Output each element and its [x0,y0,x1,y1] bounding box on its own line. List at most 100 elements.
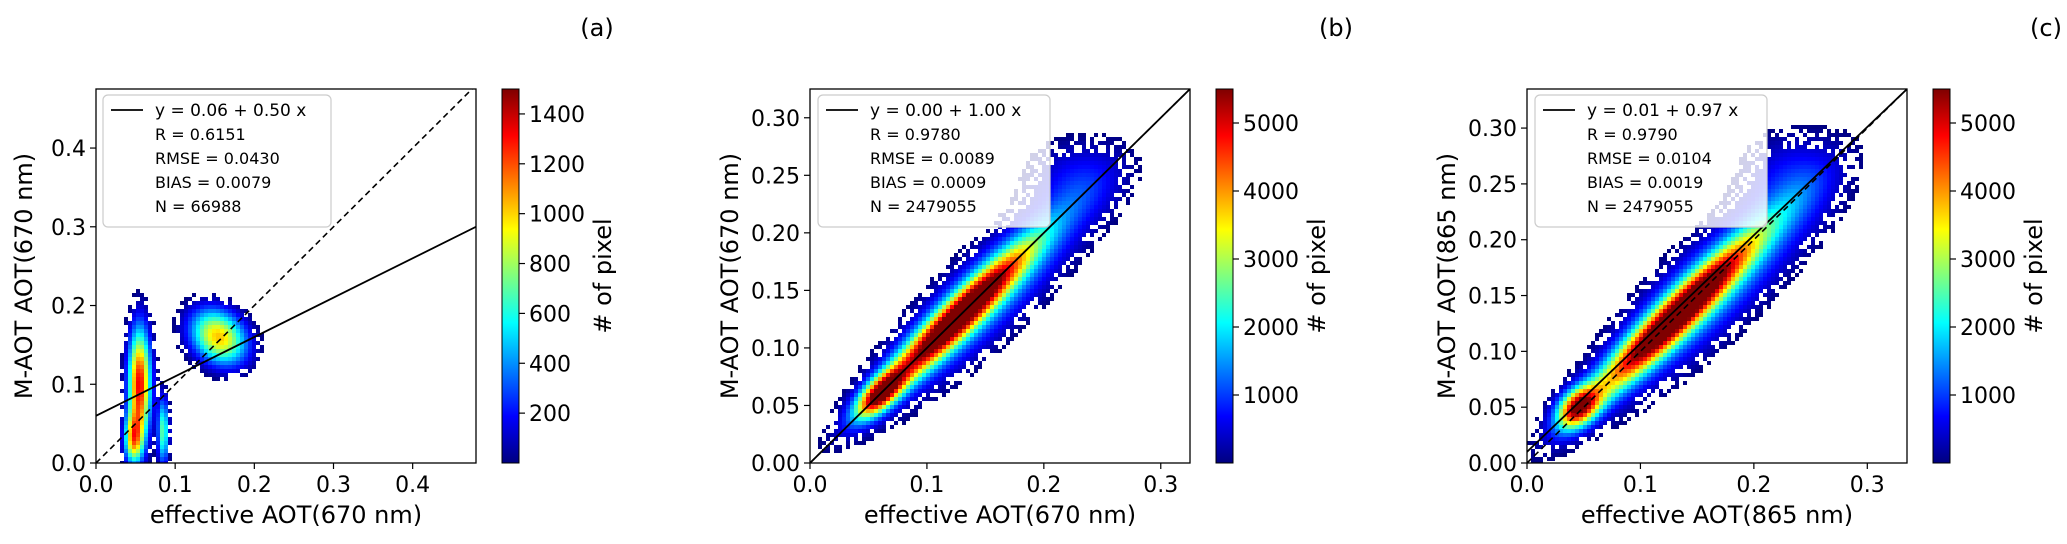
legend-fit-label: y = 0.00 + 1.00 x [870,101,1021,121]
legend-stat: R = 0.9780 [870,125,961,144]
y-tick-label: 0.25 [751,164,800,189]
x-tick-label: 0.3 [316,473,351,498]
x-axis-label: effective AOT(865 nm) [1581,501,1853,529]
y-tick-label: 0.00 [751,452,800,477]
legend-stat: BIAS = 0.0079 [155,173,271,192]
y-tick-label: 0.10 [751,337,800,362]
colorbar-tick-label: 400 [529,352,571,377]
y-tick-label: 0.4 [51,137,86,162]
legend-stat: N = 2479055 [1587,197,1694,216]
legend-box [1534,94,1768,228]
colorbar-label: # of pixel [1303,218,1331,333]
y-tick-label: 0.3 [51,216,86,241]
x-tick-label: 0.0 [1510,473,1545,498]
colorbar-tick-label: 4000 [1243,180,1299,205]
legend-stat: RMSE = 0.0104 [1587,149,1712,168]
x-axis-label: effective AOT(670 nm) [150,501,422,529]
colorbar-label: # of pixel [2020,218,2048,333]
x-tick-label: 0.2 [237,473,272,498]
x-tick-label: 0.2 [1026,473,1061,498]
legend-stat: N = 66988 [155,197,241,216]
one-to-one-line [1527,89,1907,463]
fit-line [810,89,1190,463]
colorbar-tick-label: 200 [529,402,571,427]
legend-stat: R = 0.6151 [155,125,246,144]
y-tick-label: 0.30 [1468,117,1517,142]
y-tick-label: 0.05 [1468,396,1517,421]
colorbar: 1000 2000 3000 4000 5000 # of pixel [1215,88,1331,464]
legend-stat: RMSE = 0.0089 [870,149,995,168]
x-tick-label: 0.0 [79,473,114,498]
colorbar-tick-label: 1000 [529,203,585,228]
colorbar-tick-label: 3000 [1243,248,1299,273]
y-axis-label: M-AOT AOT(865 nm) [1433,153,1461,399]
density-heatmap [120,289,264,463]
legend-box [817,94,1051,228]
y-tick-label: 0.1 [51,373,86,398]
x-tick-label: 0.4 [395,473,430,498]
plot-frame [1526,88,1908,464]
y-tick-label: 0.30 [751,107,800,132]
fit-line [1527,89,1907,453]
colorbar: 1000 2000 3000 4000 5000 # of pixel [1932,88,2048,464]
colorbar-gradient [1932,88,1951,464]
one-to-one-line [96,89,473,463]
x-tick-label: 0.3 [1850,473,1885,498]
colorbar-tick-label: 1000 [1960,384,2016,409]
panel-label: (a) [580,14,613,42]
x-tick-label: 0.1 [909,473,944,498]
y-tick-label: 0.20 [1468,229,1517,254]
legend-stat: N = 2479055 [870,197,977,216]
legend-box [102,94,332,228]
colorbar-tick-label: 1000 [1243,384,1299,409]
y-tick-label: 0.10 [1468,340,1517,365]
fit-line [96,225,476,417]
colorbar-tick-label: 1200 [529,153,585,178]
colorbar-tick-label: 3000 [1960,248,2016,273]
y-tick-label: 0.20 [751,222,800,247]
colorbar: 200 400 600 800 1000 1200 1400 # of pixel [501,88,617,464]
colorbar-label: # of pixel [589,218,617,333]
x-tick-label: 0.0 [793,473,828,498]
legend-stat: R = 0.9790 [1587,125,1678,144]
colorbar-tick-label: 1400 [529,103,585,128]
colorbar-tick-label: 5000 [1243,112,1299,137]
y-axis-label: M-AOT AOT(670 nm) [10,153,38,399]
y-tick-label: 0.00 [1468,452,1517,477]
x-tick-label: 0.2 [1736,473,1771,498]
panel-b: 0.0 0.1 0.2 0.3 0.00 0.05 0.10 0.15 0.20 0.25 0.30… [716,14,1353,529]
panel-c: 0.0 0.1 0.2 0.3 0.00 0.05 0.10 0.15 0.20 0.25 0.30… [1433,14,2062,529]
x-tick-label: 0.3 [1143,473,1178,498]
density-heatmap [818,133,1142,453]
legend-stat: BIAS = 0.0009 [870,173,986,192]
legend: y = 0.06 + 0.50 x R = 0.6151 RMSE = 0.0430… [102,94,332,228]
x-tick-label: 0.1 [158,473,193,498]
y-tick-label: 0.15 [751,279,800,304]
colorbar-gradient [501,88,520,464]
colorbar-tick-label: 4000 [1960,180,2016,205]
legend: y = 0.00 + 1.00 x R = 0.9780 RMSE = 0.0089… [817,94,1051,228]
legend-stat: BIAS = 0.0019 [1587,173,1703,192]
y-tick-label: 0.2 [51,295,86,320]
panel-label: (c) [2030,14,2062,42]
x-tick-label: 0.1 [1623,473,1658,498]
colorbar-tick-label: 600 [529,302,571,327]
x-axis-label: effective AOT(670 nm) [864,501,1136,529]
colorbar-tick-label: 800 [529,253,571,278]
legend-fit-label: y = 0.01 + 0.97 x [1587,101,1738,121]
y-tick-label: 0.0 [51,452,86,477]
y-tick-label: 0.25 [1468,173,1517,198]
legend-stat: RMSE = 0.0430 [155,149,280,168]
plot-frame [95,88,477,464]
colorbar-tick-label: 2000 [1960,316,2016,341]
plot-frame [809,88,1191,464]
y-tick-label: 0.15 [1468,285,1517,310]
y-tick-label: 0.05 [751,394,800,419]
colorbar-tick-label: 2000 [1243,316,1299,341]
y-axis-label: M-AOT AOT(670 nm) [716,153,744,399]
panel-a: 0.0 0.1 0.2 0.3 0.4 0.0 0.1 0.2 0.3 0.4 effective … [10,14,617,529]
colorbar-gradient [1215,88,1234,464]
panel-label: (b) [1319,14,1353,42]
legend-fit-label: y = 0.06 + 0.50 x [155,101,306,121]
